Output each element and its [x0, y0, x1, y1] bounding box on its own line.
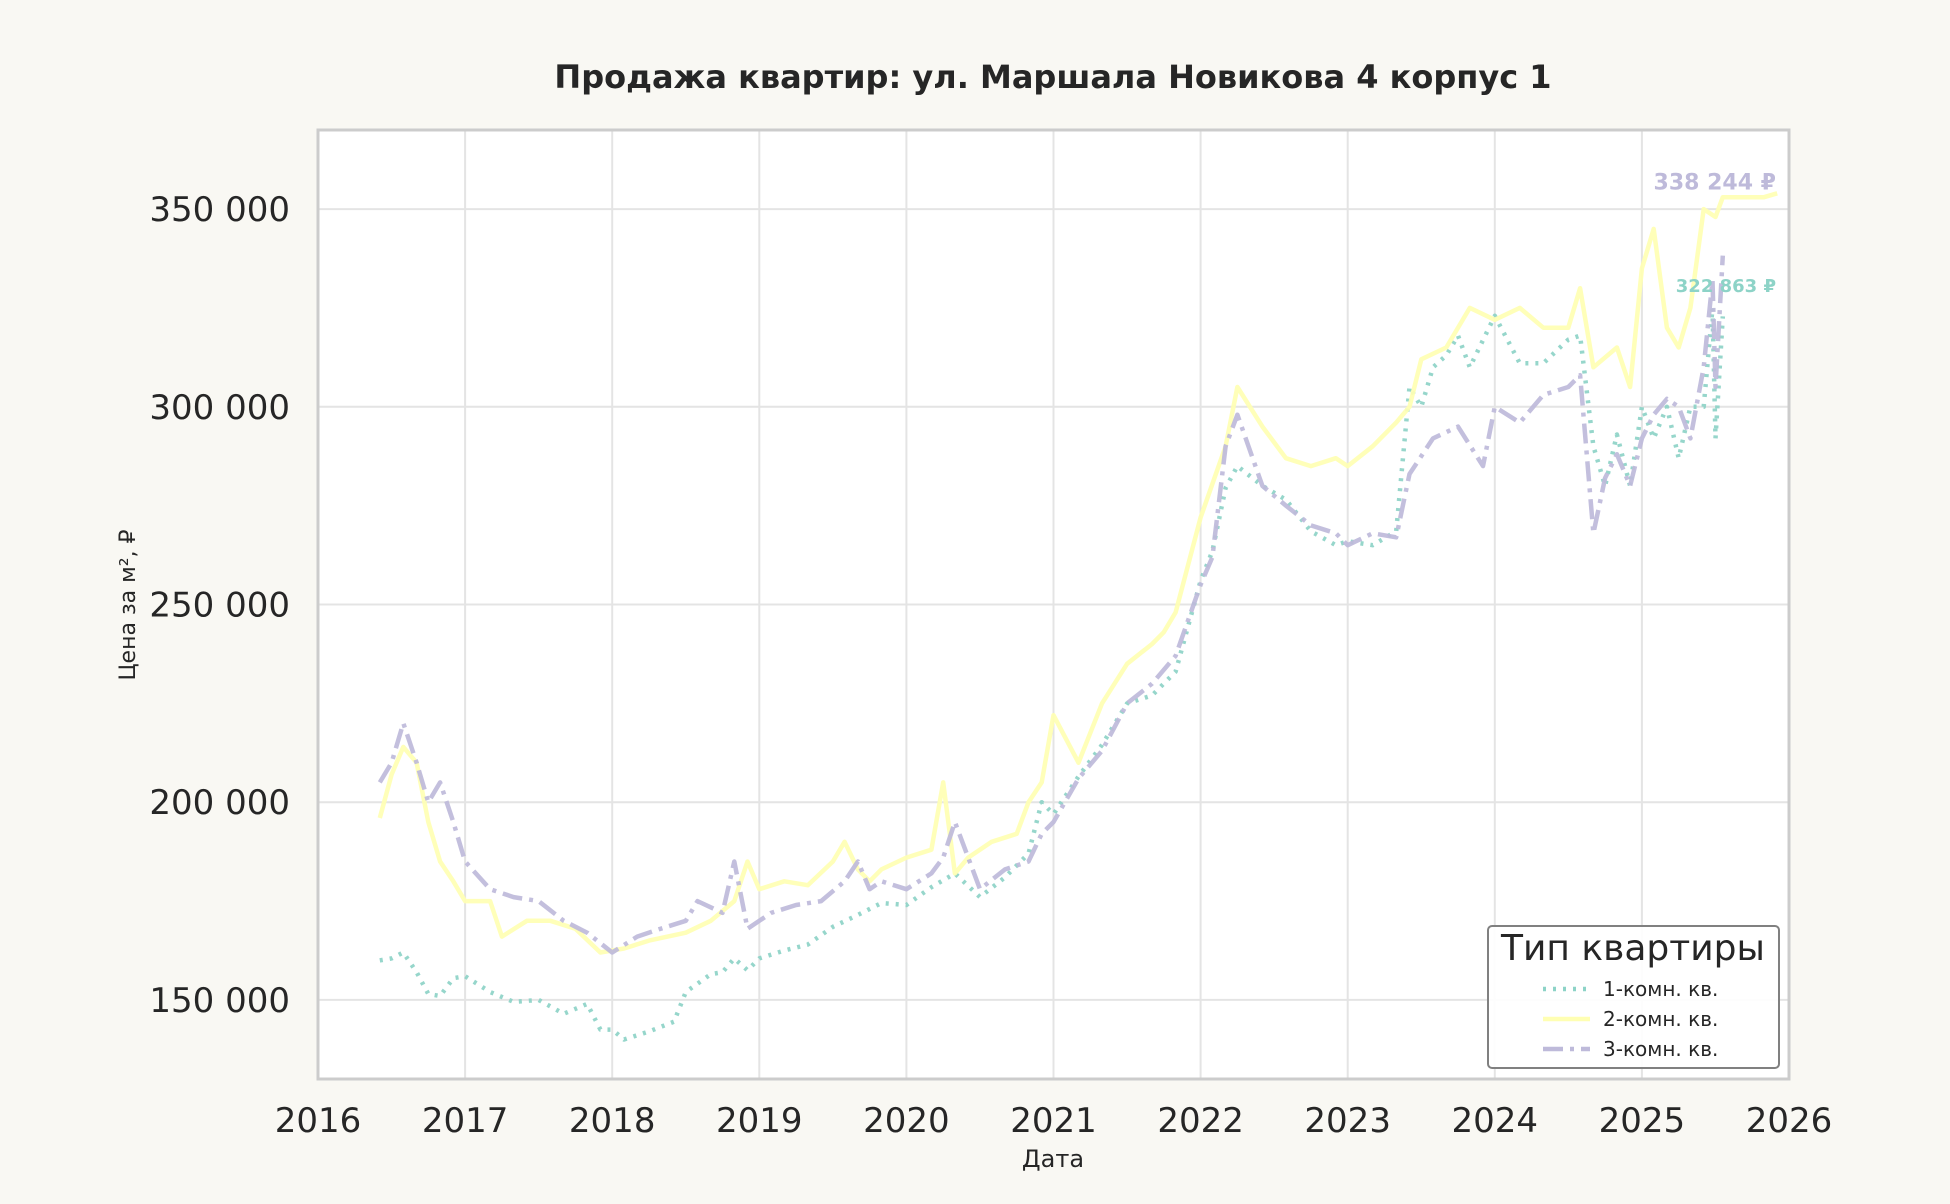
- x-tick-label-2019: 2019: [716, 1101, 803, 1141]
- x-tick-label-2021: 2021: [1010, 1101, 1097, 1141]
- series-line-1: [379, 305, 1726, 1042]
- x-tick-label-2025: 2025: [1599, 1101, 1686, 1141]
- legend-title: Тип квартиры: [1500, 928, 1765, 969]
- legend-box: [1487, 925, 1780, 1069]
- x-axis-label: Дата: [1022, 1145, 1084, 1173]
- x-tick-label-2024: 2024: [1452, 1101, 1539, 1141]
- y-tick-label-350000: 350 000: [149, 190, 290, 230]
- legend-items: 1-комн. кв. 2-комн. кв. 3-комн. кв.: [1543, 977, 1718, 1061]
- x-tick-label-2022: 2022: [1157, 1101, 1244, 1141]
- end-label-layer: 322 863 ₽ 338 244 ₽: [1654, 170, 1776, 297]
- x-tick-label-2017: 2017: [422, 1101, 509, 1141]
- legend-label-3: 3-комн. кв.: [1603, 1037, 1718, 1061]
- x-tick-label-2020: 2020: [863, 1101, 950, 1141]
- plot-area-frame: [316, 128, 1791, 1081]
- series-line-2: [377, 191, 1778, 955]
- grid-layer: [317, 130, 1790, 1079]
- series-end-label-1: 322 863 ₽: [1676, 276, 1776, 297]
- legend: Тип квартиры 1-комн. кв. 2-комн. кв. 3-ком…: [1487, 925, 1780, 1069]
- series-layer: [377, 191, 1778, 1042]
- x-tick-label-2023: 2023: [1304, 1101, 1391, 1141]
- x-tick-label-2016: 2016: [275, 1101, 362, 1141]
- y-tick-label-150000: 150 000: [149, 981, 290, 1021]
- y-tick-label-300000: 300 000: [149, 388, 290, 428]
- y-axis-label: Цена за м², ₽: [116, 529, 141, 680]
- x-tick-label-2026: 2026: [1746, 1101, 1833, 1141]
- legend-label-2: 2-комн. кв.: [1603, 1007, 1718, 1031]
- series-line-3: [377, 255, 1726, 955]
- y-tick-label-250000: 250 000: [149, 586, 290, 626]
- series-end-label-3: 338 244 ₽: [1654, 170, 1776, 195]
- y-tick-label-200000: 200 000: [149, 783, 290, 823]
- chart-title: Продажа квартир: ул. Маршала Новикова 4 …: [554, 58, 1551, 96]
- tick-layer: 2016 2017 2018 2019 2020 2021 2022 2023 2024 2025…: [149, 190, 1832, 1141]
- legend-label-1: 1-комн. кв.: [1603, 977, 1718, 1001]
- x-tick-label-2018: 2018: [569, 1101, 656, 1141]
